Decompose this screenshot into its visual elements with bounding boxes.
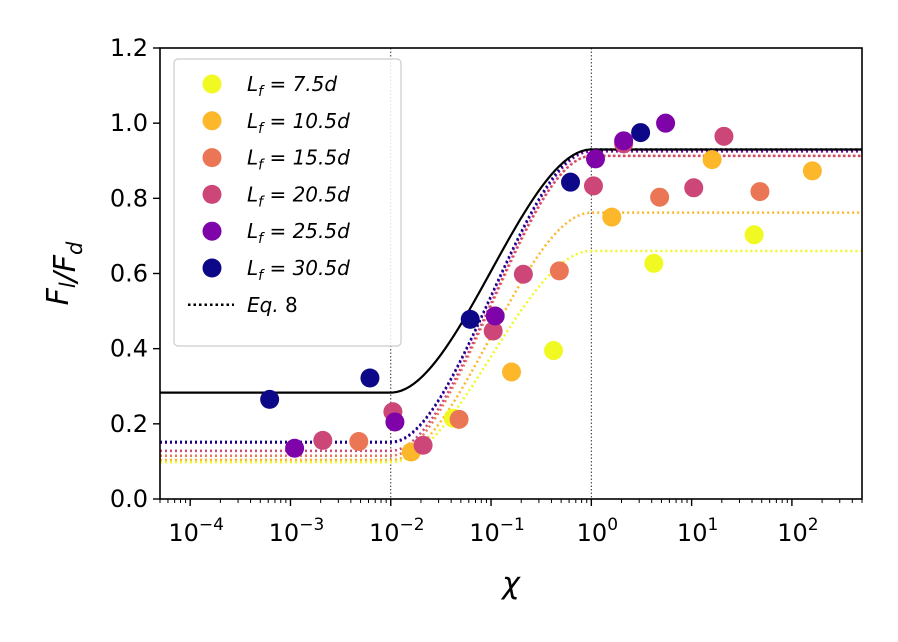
y-tick-label: 0.4 (110, 335, 148, 363)
legend-label: Lf = 25.5d (247, 219, 350, 247)
data-point (614, 131, 634, 151)
data-point (360, 368, 380, 388)
data-point (544, 341, 564, 361)
legend-label: Lf = 10.5d (247, 109, 350, 137)
data-point (483, 321, 503, 341)
data-point (644, 253, 664, 273)
legend-marker (202, 148, 222, 168)
y-tick-label: 0.0 (110, 485, 148, 513)
x-tick-label: 100 (577, 515, 618, 547)
y-axis-label: Fl/Fd (41, 241, 87, 305)
legend-marker (202, 258, 222, 278)
data-point (583, 176, 603, 196)
data-point (684, 178, 704, 198)
data-point (744, 225, 764, 245)
data-point (460, 309, 480, 329)
legend-eq-label: Eq. 8 (247, 293, 298, 317)
data-point (502, 362, 522, 382)
data-point (413, 435, 433, 455)
data-point (260, 389, 280, 409)
y-tick-label: 0.2 (110, 410, 148, 438)
plot-area (160, 48, 862, 499)
legend: Lf = 7.5d Lf = 10.5d Lf = 15.5d Lf = 20.5d L… (173, 58, 402, 347)
data-point (602, 207, 622, 227)
data-point (802, 161, 822, 181)
data-point (631, 123, 651, 143)
data-point (702, 150, 722, 170)
legend-label: Lf = 20.5d (247, 182, 350, 210)
data-point (485, 306, 505, 326)
fit-curve (160, 211, 862, 462)
data-point (714, 126, 734, 146)
fit-curve (160, 148, 862, 444)
x-tick-label: 10−2 (369, 515, 425, 547)
axes: 0.0 0.2 0.4 0.6 0.8 1.0 1.2 10−4 10−3 10−2 10−1 100… (41, 34, 863, 601)
data-point (549, 261, 569, 281)
model-curve (160, 148, 862, 394)
data-point (656, 113, 676, 133)
legend-marker (202, 111, 222, 131)
data-point (585, 149, 605, 169)
fit-curve (160, 249, 862, 464)
legend-box (173, 58, 402, 347)
x-axis-label: χ (500, 566, 521, 601)
y-tick-label: 0.6 (110, 260, 148, 288)
data-point (561, 172, 581, 192)
y-tick-label: 1.2 (110, 34, 148, 62)
legend-label: Lf = 15.5d (247, 146, 350, 174)
data-point (313, 430, 333, 450)
legend-marker (202, 221, 222, 241)
data-point (449, 409, 469, 429)
data-point (650, 187, 670, 207)
data-point (349, 431, 369, 451)
x-tick-label: 102 (777, 515, 818, 547)
x-tick-label: 10−4 (168, 515, 224, 547)
legend-label: Lf = 7.5d (247, 72, 337, 100)
data-point (750, 182, 770, 202)
x-tick-label: 101 (677, 515, 718, 547)
legend-marker (202, 74, 222, 94)
x-tick-label: 10−1 (469, 515, 525, 547)
data-point (385, 412, 405, 432)
legend-marker (202, 184, 222, 204)
fit-curve (160, 154, 862, 453)
y-tick-label: 0.8 (110, 184, 148, 212)
x-tick-label: 10−3 (269, 515, 325, 547)
y-tick-label: 1.0 (110, 109, 148, 137)
legend-label: Lf = 30.5d (247, 256, 350, 284)
data-point (513, 264, 533, 284)
data-point (285, 438, 305, 458)
